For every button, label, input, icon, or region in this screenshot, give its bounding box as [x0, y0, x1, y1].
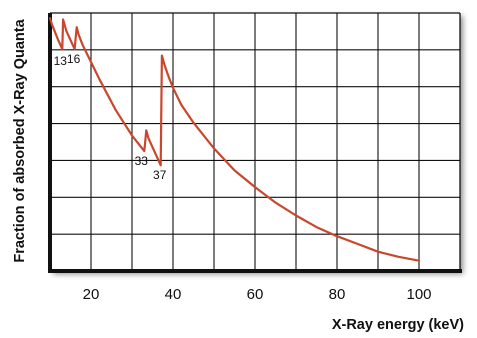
- x-tick-label: 40: [165, 286, 182, 303]
- x-tick-label: 100: [406, 286, 431, 303]
- x-tick-label: 80: [329, 286, 346, 303]
- edge-label: 37: [153, 168, 167, 182]
- grid: [50, 13, 460, 271]
- edge-label: 16: [67, 52, 81, 66]
- edge-annotations: 13 16 33 37: [54, 52, 167, 182]
- edge-label: 13: [54, 54, 68, 68]
- x-tick-label: 60: [247, 286, 264, 303]
- edge-label: 33: [135, 154, 149, 168]
- series-line: [48, 17, 421, 262]
- x-tick-labels: 20 40 60 80 100: [83, 286, 432, 303]
- x-axis-label: X-Ray energy (keV): [332, 317, 464, 333]
- y-axis-label: Fraction of absorbed X-Ray Quanta: [12, 18, 28, 262]
- x-tick-label: 20: [83, 286, 100, 303]
- plot-frame: [48, 12, 462, 273]
